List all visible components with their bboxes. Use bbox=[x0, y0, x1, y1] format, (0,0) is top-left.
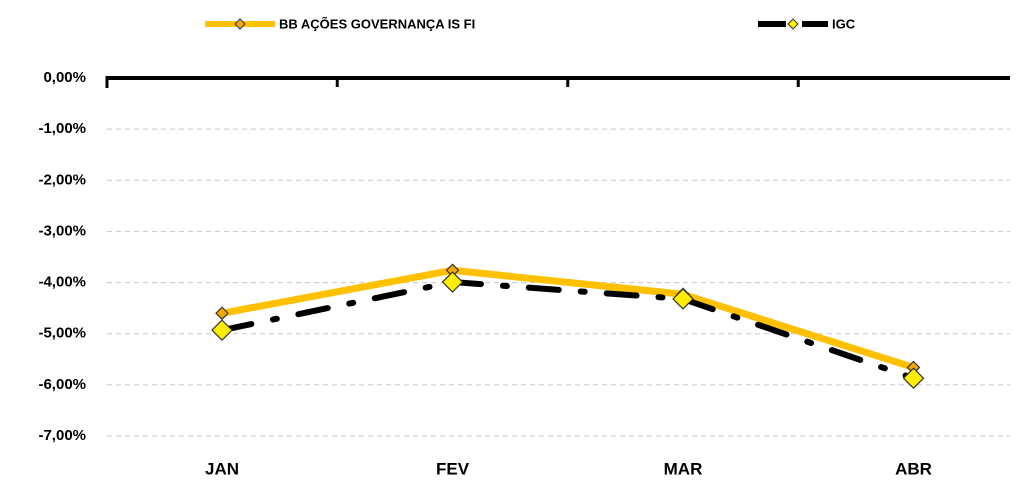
series-line bbox=[218, 266, 917, 371]
y-tick-label: -2,00% bbox=[38, 171, 86, 188]
legend-marker bbox=[234, 18, 246, 30]
x-tick-label: JAN bbox=[205, 459, 239, 478]
y-tick-label: -4,00% bbox=[38, 274, 86, 291]
y-tick-label: -5,00% bbox=[38, 325, 86, 342]
marker bbox=[441, 271, 464, 293]
x-tick-label: FEV bbox=[436, 459, 470, 478]
marker bbox=[215, 306, 229, 321]
y-tick-label: -3,00% bbox=[38, 222, 86, 239]
x-tick-label: MAR bbox=[664, 459, 703, 478]
y-tick-label: -1,00% bbox=[38, 120, 86, 137]
y-tick-label: -6,00% bbox=[38, 376, 86, 393]
legend-label: IGC bbox=[832, 16, 856, 31]
legend-marker bbox=[787, 18, 799, 30]
marker bbox=[211, 319, 233, 341]
marker bbox=[902, 367, 925, 390]
x-tick-label: ABR bbox=[895, 459, 932, 478]
marker bbox=[672, 288, 694, 310]
y-tick-label: 0,00% bbox=[43, 69, 86, 86]
y-tick-label: -7,00% bbox=[38, 427, 86, 444]
legend-label: BB AÇÕES GOVERNANÇA IS FI bbox=[279, 16, 475, 31]
